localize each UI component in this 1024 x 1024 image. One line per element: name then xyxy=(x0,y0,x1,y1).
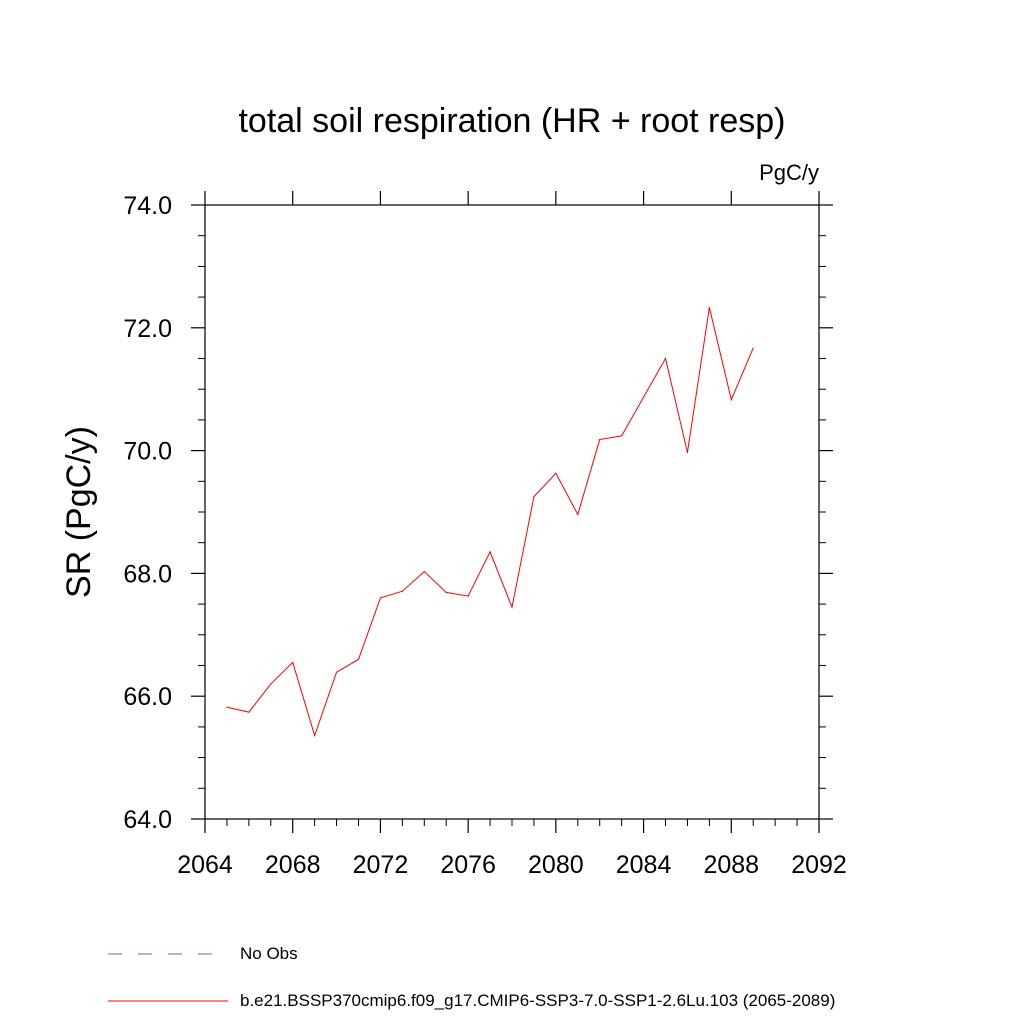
chart-title: total soil respiration (HR + root resp) xyxy=(238,102,785,140)
data-point xyxy=(708,306,710,309)
legend: No Obs b.e21.BSSP370cmip6.f09_g17.CMIP6-… xyxy=(108,944,835,1010)
data-point xyxy=(270,683,272,685)
plot-frame xyxy=(204,204,820,820)
x-tick-label: 2080 xyxy=(528,851,584,879)
x-tick-label: 2068 xyxy=(265,851,321,879)
y-tick-label: 64.0 xyxy=(123,806,172,834)
axis-tick-labels: 2064 2068 2072 2076 2080 2084 2088 2092 64.0 66.0… xyxy=(123,192,846,879)
data-point xyxy=(752,347,754,349)
data-point xyxy=(226,706,228,708)
data-point xyxy=(621,435,623,437)
data-point xyxy=(555,472,557,474)
data-point xyxy=(357,658,360,660)
data-point xyxy=(445,591,447,594)
data-point xyxy=(401,590,403,592)
data-point xyxy=(467,595,469,597)
data-point xyxy=(599,438,601,441)
y-tick-label: 70.0 xyxy=(123,438,172,466)
axis-ticks xyxy=(191,191,833,833)
data-series xyxy=(226,306,754,738)
data-point xyxy=(642,396,645,398)
data-point xyxy=(248,711,250,713)
data-point xyxy=(730,399,732,401)
data-point xyxy=(379,597,382,599)
x-tick-label: 2084 xyxy=(616,851,672,879)
x-tick-label: 2092 xyxy=(791,851,847,879)
data-point xyxy=(664,357,667,360)
data-point xyxy=(533,496,535,498)
x-tick-label: 2088 xyxy=(703,851,759,879)
data-point xyxy=(577,513,579,516)
data-point xyxy=(314,734,316,737)
y-tick-label: 72.0 xyxy=(123,315,172,343)
y-axis-label: SR (PgC/y) xyxy=(60,426,98,598)
data-point xyxy=(686,451,689,454)
units-label: PgC/y xyxy=(759,160,819,185)
x-tick-label: 2072 xyxy=(353,851,409,879)
y-tick-label: 66.0 xyxy=(123,683,172,711)
data-point xyxy=(489,551,491,553)
y-tick-label: 68.0 xyxy=(123,560,172,588)
data-point xyxy=(335,671,338,673)
data-point xyxy=(423,570,425,573)
legend-label-model-run: b.e21.BSSP370cmip6.f09_g17.CMIP6-SSP3-7.… xyxy=(240,991,835,1010)
x-tick-label: 2064 xyxy=(177,851,233,879)
data-point xyxy=(511,606,513,608)
data-point xyxy=(292,661,294,664)
x-tick-label: 2076 xyxy=(440,851,496,879)
y-tick-label: 74.0 xyxy=(123,192,172,220)
legend-label-no-obs: No Obs xyxy=(240,944,298,963)
series-line xyxy=(226,307,754,738)
